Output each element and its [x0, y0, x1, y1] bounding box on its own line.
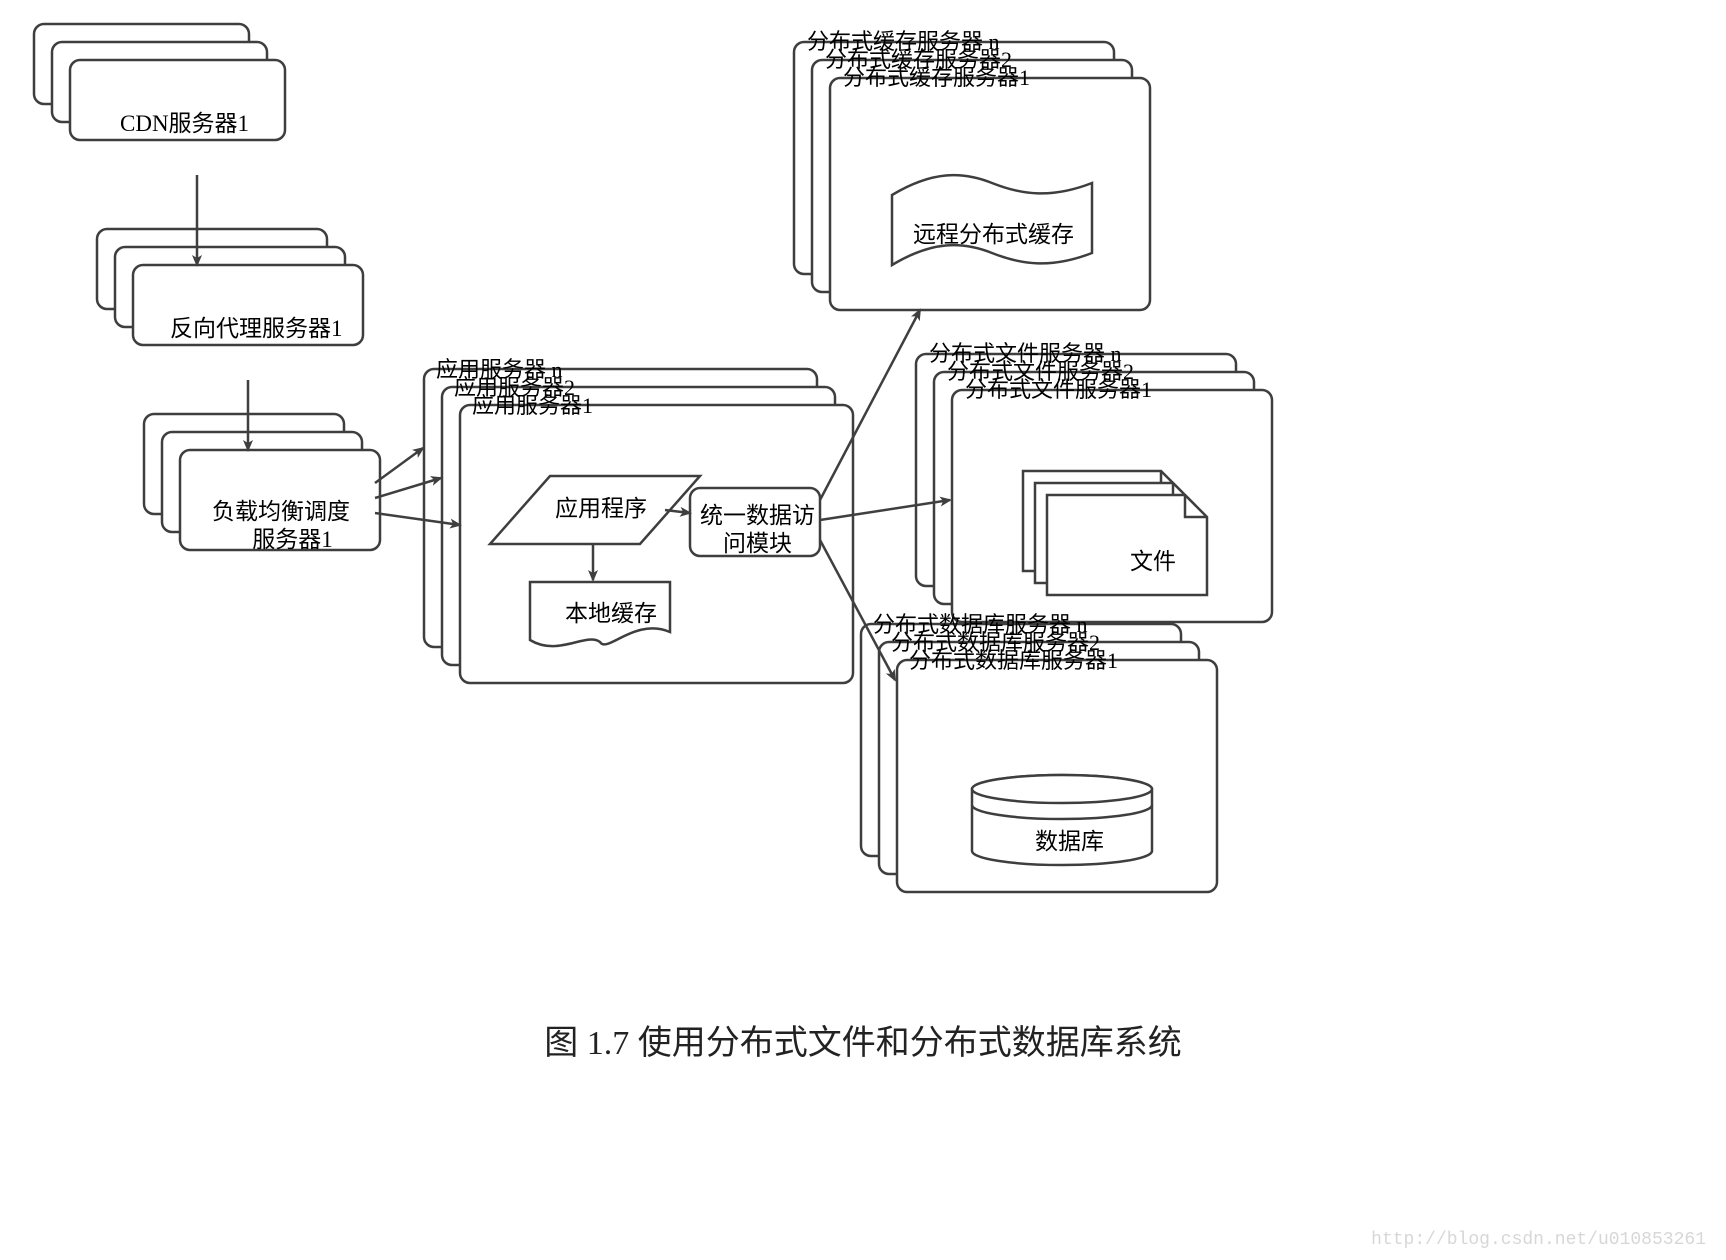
app-program-label: 应用程序 [555, 495, 647, 523]
node-label: CDN服务器1 [120, 110, 249, 138]
dist-file-inner-label: 文件 [1130, 548, 1176, 576]
data-access-label: 统一数据访 问模块 [700, 502, 815, 557]
watermark: http://blog.csdn.net/u010853261 [1371, 1230, 1706, 1250]
stack-title: 应用服务器1 [472, 393, 593, 419]
node-label: 负载均衡调度 服务器1 [212, 498, 350, 553]
node-label: 反向代理服务器1 [170, 315, 343, 343]
local-cache-label: 本地缓存 [565, 600, 657, 628]
stack-title: 分布式缓存服务器1 [843, 65, 1030, 91]
stack-title: 分布式数据库服务器1 [909, 648, 1118, 674]
dist-db-inner-label: 数据库 [1035, 828, 1104, 856]
dist-cache-inner-label: 远程分布式缓存 [913, 221, 1074, 249]
figure-caption: 图 1.7 使用分布式文件和分布式数据库系统 [0, 1015, 1726, 1064]
stack-title: 分布式文件服务器1 [965, 377, 1152, 403]
